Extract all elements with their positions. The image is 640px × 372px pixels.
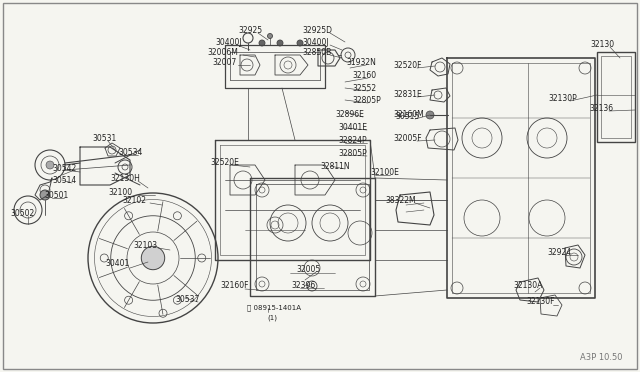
Text: 32130: 32130 xyxy=(590,39,614,48)
Text: 32850B: 32850B xyxy=(302,48,332,57)
Text: Ⓠ 08915-1401A: Ⓠ 08915-1401A xyxy=(247,305,301,311)
Text: 30401E: 30401E xyxy=(338,122,367,131)
Text: 32005: 32005 xyxy=(296,266,320,275)
Circle shape xyxy=(297,40,303,46)
Circle shape xyxy=(259,40,265,46)
Text: 32100: 32100 xyxy=(108,187,132,196)
Text: 30400J: 30400J xyxy=(302,38,328,46)
Text: 32396: 32396 xyxy=(291,282,316,291)
Text: 32520E: 32520E xyxy=(210,157,239,167)
Text: 32805P: 32805P xyxy=(352,96,381,105)
Circle shape xyxy=(141,246,164,270)
Text: 32552: 32552 xyxy=(352,83,376,93)
Text: 32136: 32136 xyxy=(589,103,613,112)
Text: 30537: 30537 xyxy=(175,295,200,305)
Text: 32130F: 32130F xyxy=(526,298,554,307)
Text: 38322M: 38322M xyxy=(385,196,415,205)
Text: 32160M: 32160M xyxy=(393,109,424,119)
Text: 32824P: 32824P xyxy=(338,135,367,144)
Text: 30501: 30501 xyxy=(44,190,68,199)
Text: (1): (1) xyxy=(267,315,277,321)
Text: 30502: 30502 xyxy=(10,208,35,218)
Text: 32924: 32924 xyxy=(547,247,571,257)
Text: 30514: 30514 xyxy=(52,176,76,185)
Text: 32831E: 32831E xyxy=(393,90,422,99)
Text: 30531: 30531 xyxy=(92,134,116,142)
Text: 30534: 30534 xyxy=(118,148,142,157)
Circle shape xyxy=(268,33,273,38)
Text: 32007: 32007 xyxy=(212,58,236,67)
Text: 32925: 32925 xyxy=(238,26,262,35)
Text: 32130A: 32130A xyxy=(513,280,542,289)
Text: 32925D: 32925D xyxy=(302,26,332,35)
Text: A3P 10.50: A3P 10.50 xyxy=(580,353,623,362)
Text: 32520F: 32520F xyxy=(393,61,422,70)
Text: 32896E: 32896E xyxy=(335,109,364,119)
Text: 32805P: 32805P xyxy=(338,148,367,157)
Circle shape xyxy=(46,161,54,169)
Circle shape xyxy=(277,40,283,46)
Text: 32100E: 32100E xyxy=(370,167,399,176)
Bar xyxy=(601,56,631,138)
Text: 32006M: 32006M xyxy=(207,48,238,57)
Circle shape xyxy=(426,111,434,119)
Bar xyxy=(597,52,635,142)
Text: 32005F: 32005F xyxy=(393,134,422,142)
Text: 31932N: 31932N xyxy=(346,58,376,67)
Text: 32130P: 32130P xyxy=(548,93,577,103)
Circle shape xyxy=(40,190,50,200)
Text: 32103: 32103 xyxy=(133,241,157,250)
Text: 32130H: 32130H xyxy=(110,173,140,183)
Text: 32160: 32160 xyxy=(352,71,376,80)
Text: 30400J: 30400J xyxy=(215,38,242,46)
Text: 32102: 32102 xyxy=(122,196,146,205)
Text: 32160F: 32160F xyxy=(220,282,248,291)
Text: 30542: 30542 xyxy=(52,164,76,173)
Text: 30515: 30515 xyxy=(395,112,419,121)
Text: 30401: 30401 xyxy=(105,260,129,269)
Text: 32811N: 32811N xyxy=(320,161,349,170)
